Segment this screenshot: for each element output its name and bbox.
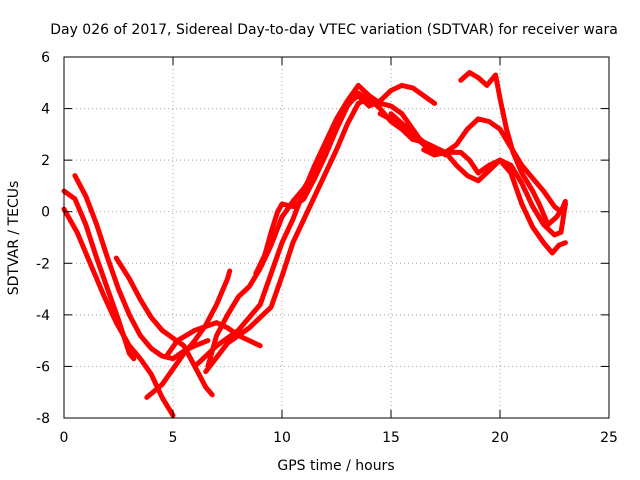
x-tick-label: 20 (491, 430, 509, 446)
x-tick-label: 10 (273, 430, 291, 446)
x-tick-label: 15 (382, 430, 400, 446)
y-tick-label: 6 (41, 50, 50, 66)
x-tick-label: 25 (600, 430, 618, 446)
series-track-12 (388, 111, 568, 256)
y-tick-label: 2 (41, 153, 50, 169)
chart-title: Day 026 of 2017, Sidereal Day-to-day VTE… (50, 22, 618, 38)
axis-ticks: 0 5 10 15 20 25 -8 -6 -4 -2 0 2 4 6 (36, 50, 618, 446)
x-tick-label: 5 (169, 430, 178, 446)
y-tick-label: -6 (36, 359, 50, 375)
series-track-10 (253, 90, 372, 277)
x-axis-title: GPS time / hours (277, 458, 394, 474)
x-tick-label: 0 (60, 430, 69, 446)
plot-frame (63, 56, 610, 419)
series-track-2 (61, 206, 176, 418)
y-tick-label: -4 (36, 308, 50, 324)
plot-area (61, 70, 568, 418)
series-track-9 (192, 82, 438, 369)
series-track-8 (203, 95, 448, 375)
y-tick-label: 0 (41, 205, 50, 221)
series-track-7 (205, 82, 438, 369)
series-track-13 (421, 116, 568, 215)
series-track-4 (113, 255, 215, 398)
series-track-1 (61, 188, 137, 362)
series-track-3 (72, 173, 211, 362)
y-tick-label: -2 (36, 256, 50, 272)
series-track-14 (458, 70, 568, 228)
y-axis-title: SDTVAR / TECUs (6, 181, 22, 296)
series-track-5 (144, 268, 233, 400)
y-tick-label: -8 (36, 411, 50, 427)
y-tick-label: 4 (41, 102, 50, 118)
